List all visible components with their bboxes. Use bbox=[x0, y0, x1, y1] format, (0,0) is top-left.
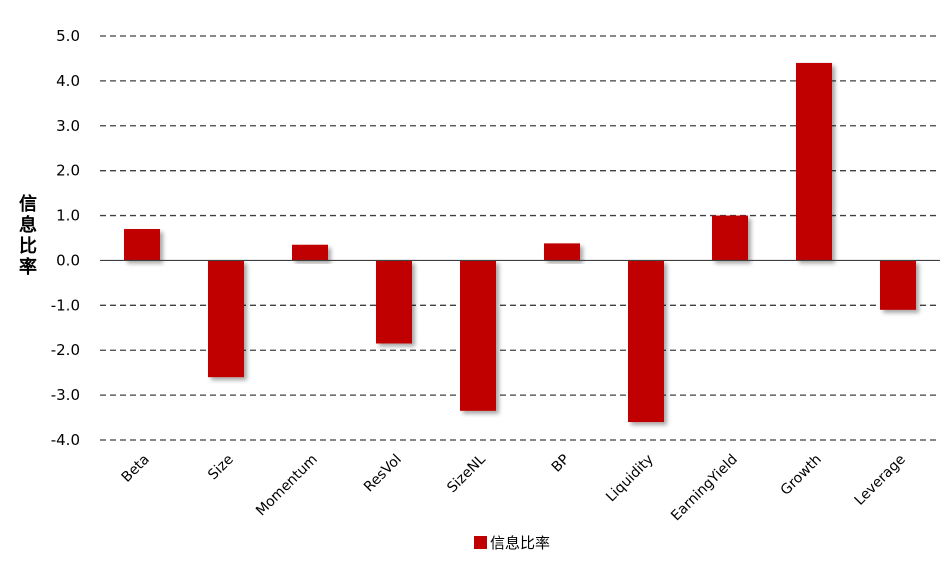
bar-sizenl bbox=[460, 260, 496, 411]
x-category-label: Growth bbox=[778, 452, 825, 499]
y-tick-label: -4.0 bbox=[51, 431, 80, 449]
y-tick-label: -2.0 bbox=[51, 341, 80, 359]
x-category-label: EarningYield bbox=[668, 452, 741, 525]
y-tick-label: 0.0 bbox=[56, 251, 80, 269]
bar-resvol bbox=[376, 260, 412, 344]
bar-growth bbox=[796, 62, 832, 261]
bar-beta bbox=[124, 229, 160, 261]
x-category-label: Momentum bbox=[253, 452, 321, 520]
x-category-label: SizeNL bbox=[444, 451, 489, 496]
legend: 信息比率 bbox=[474, 534, 550, 552]
y-tick-label: 1.0 bbox=[56, 207, 80, 225]
y-tick-label: 2.0 bbox=[56, 162, 80, 180]
bar-bp bbox=[544, 243, 580, 261]
legend-label: 信息比率 bbox=[490, 534, 550, 552]
bar-size bbox=[208, 260, 244, 378]
bar-momentum bbox=[292, 244, 328, 261]
bar-leverage bbox=[880, 260, 916, 310]
y-axis-title: 信息比率 bbox=[19, 193, 37, 278]
y-tick-label: 5.0 bbox=[56, 27, 80, 45]
x-category-label: Beta bbox=[119, 452, 153, 486]
y-tick-label: 4.0 bbox=[56, 72, 80, 90]
y-axis-label: 信息比率 bbox=[19, 193, 37, 278]
x-category-label: ResVol bbox=[361, 452, 405, 496]
legend-swatch bbox=[474, 536, 487, 549]
y-tick-label: -1.0 bbox=[51, 296, 80, 314]
bar-earningyield bbox=[712, 215, 748, 261]
x-category-label: BP bbox=[549, 452, 573, 476]
y-tick-label: -3.0 bbox=[51, 386, 80, 404]
bar-liquidity bbox=[628, 260, 664, 423]
bars bbox=[124, 62, 916, 423]
x-category-label: Liquidity bbox=[603, 452, 657, 506]
x-category-label: Leverage bbox=[852, 452, 909, 509]
x-axis-categories: Beta Size Momentum ResVol SizeNL BP Liquidity E… bbox=[119, 451, 909, 524]
y-tick-label: 3.0 bbox=[56, 117, 80, 135]
x-category-label: Size bbox=[205, 452, 237, 484]
y-axis-ticks: 5.0 4.0 3.0 2.0 1.0 0.0 -1.0 -2.0 -3.0 -4.0 bbox=[51, 27, 80, 449]
